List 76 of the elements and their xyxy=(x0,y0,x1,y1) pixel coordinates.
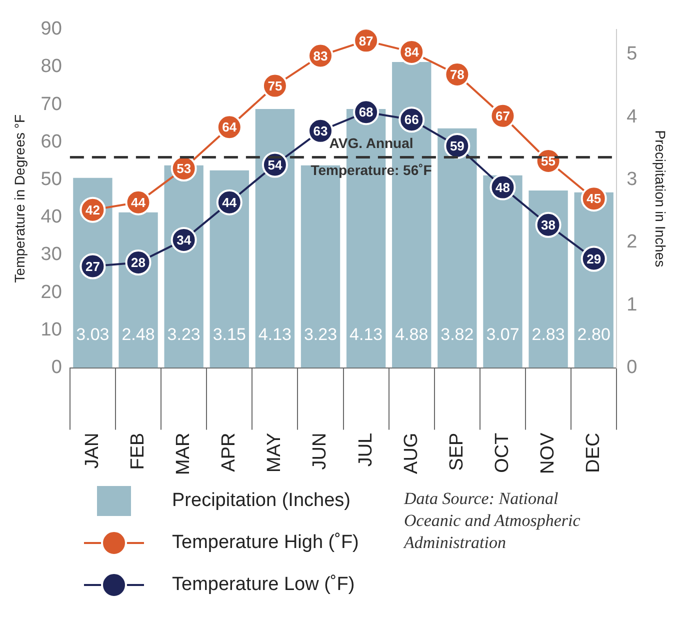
bar xyxy=(438,128,477,368)
data-label: 42 xyxy=(85,202,100,218)
data-label: 2.48 xyxy=(122,324,155,344)
x-tick-label: FEB xyxy=(128,432,149,470)
data-label: 87 xyxy=(358,33,374,48)
data-label: 84 xyxy=(404,44,420,60)
x-tick-label: DEC xyxy=(583,432,604,473)
data-label: 3.15 xyxy=(212,324,246,344)
data-label: 55 xyxy=(541,154,556,169)
x-tick-label: SEP xyxy=(446,432,468,471)
data-label: 59 xyxy=(450,138,464,154)
y2-tick-label: 3 xyxy=(626,169,638,190)
x-tick-label: JUL xyxy=(355,432,376,467)
data-label: 3.03 xyxy=(76,324,110,344)
data-label: 53 xyxy=(176,161,192,176)
data-label: 3.23 xyxy=(167,324,200,344)
data-label: 63 xyxy=(313,123,328,138)
data-label: 38 xyxy=(541,217,556,232)
data-label: 3.82 xyxy=(440,324,474,344)
legend-label: Temperature High (˚F) xyxy=(172,532,359,554)
y2-tick-label: 2 xyxy=(626,232,638,253)
data-label: 66 xyxy=(404,112,419,128)
data-label: 44 xyxy=(131,194,146,210)
y-tick-label: 0 xyxy=(51,357,62,378)
data-label: 67 xyxy=(496,108,510,124)
x-tick-label: AUG xyxy=(400,432,422,474)
data-label: 48 xyxy=(496,180,510,195)
y-tick-label: 80 xyxy=(40,56,62,78)
y-tick-label: 90 xyxy=(40,18,62,40)
data-label: 3.07 xyxy=(486,324,520,344)
y-tick-label: 10 xyxy=(40,319,62,340)
data-label: 64 xyxy=(222,120,238,135)
data-label: 68 xyxy=(358,104,374,120)
y-tick-label: 40 xyxy=(40,206,62,228)
y-tick-label: 60 xyxy=(40,131,62,152)
data-label: 2.83 xyxy=(532,324,565,344)
x-tick-label: MAY xyxy=(264,432,286,473)
y2-tick-label: 0 xyxy=(626,357,638,378)
x-tick-label: JUN xyxy=(310,432,331,470)
y2-tick-label: 1 xyxy=(626,294,638,316)
x-tick-label: NOV xyxy=(538,432,559,474)
bar xyxy=(528,190,568,368)
y2-tick-label: 5 xyxy=(626,44,638,65)
y-tick-label: 20 xyxy=(40,282,62,303)
bar xyxy=(210,170,249,368)
data-label: 4.13 xyxy=(350,324,383,344)
y-tick-label: 70 xyxy=(40,94,62,115)
y-tick-label: 30 xyxy=(40,244,62,266)
data-label: 4.88 xyxy=(395,324,428,344)
data-label: 45 xyxy=(586,191,602,206)
data-label: 28 xyxy=(131,255,146,270)
data-label: 75 xyxy=(268,78,282,94)
y-axis-title: Temperature in Degrees °F xyxy=(11,114,28,283)
data-label: 54 xyxy=(268,157,283,172)
source-note: Data Source: National Oceanic and Atmospheric Administration xyxy=(404,488,582,554)
x-tick-label: OCT xyxy=(492,432,513,473)
x-tick-label: MAR xyxy=(173,432,194,476)
data-label: 34 xyxy=(176,232,192,248)
bar xyxy=(255,108,295,368)
bar xyxy=(118,212,158,368)
bar xyxy=(483,175,522,368)
data-label: 83 xyxy=(313,48,328,64)
legend-label: Temperature Low (˚F) xyxy=(172,574,355,596)
y2-tick-label: 4 xyxy=(626,106,638,128)
data-label: 78 xyxy=(450,67,464,82)
legend-label: Precipitation (Inches) xyxy=(172,490,350,512)
data-label: 2.80 xyxy=(577,324,610,344)
x-tick-label: APR xyxy=(218,432,240,472)
data-label: 3.23 xyxy=(304,324,338,344)
y2-axis-title: Precipitation in Inches xyxy=(652,130,669,268)
data-label: 29 xyxy=(586,251,602,266)
y-tick-label: 50 xyxy=(40,169,62,190)
data-label: 44 xyxy=(222,194,238,210)
data-label: 27 xyxy=(85,258,100,274)
x-tick-label: JAN xyxy=(82,432,103,469)
data-label: 4.13 xyxy=(258,324,292,344)
